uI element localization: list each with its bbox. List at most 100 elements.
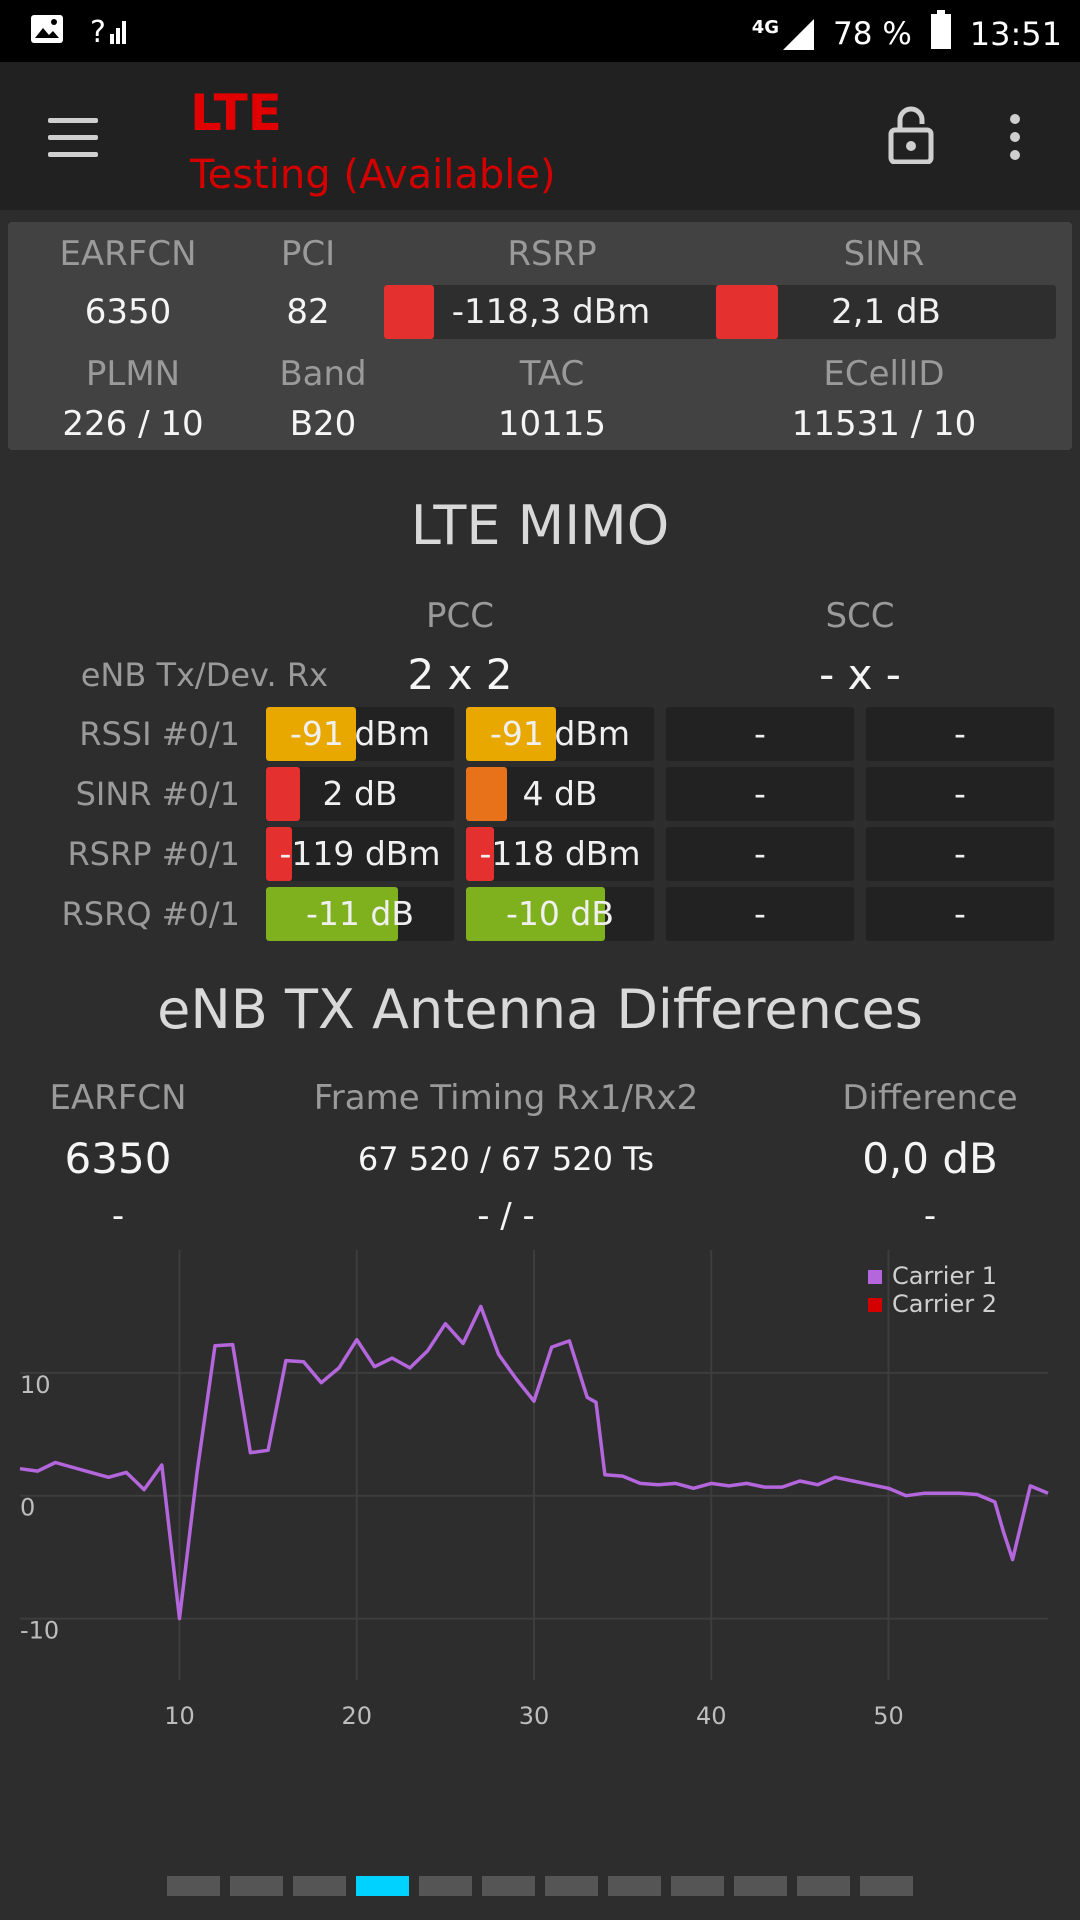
pci-label: PCI: [280, 234, 336, 274]
mimo-level-bar: [466, 767, 507, 821]
band-value: B20: [289, 404, 357, 444]
mimo-level-bar: [266, 827, 292, 881]
page-dot[interactable]: [356, 1876, 409, 1896]
mimo-cell-value: -: [754, 774, 766, 813]
mimo-level-bar: [266, 707, 356, 761]
mimo-cell-value: -: [954, 894, 966, 933]
mimo-row-label: RSSI #0/1: [79, 715, 240, 753]
mimo-cell: 2 dB: [266, 767, 454, 821]
legend-entry: Carrier 2: [892, 1290, 997, 1318]
legend-swatch: [868, 1298, 882, 1312]
more-vert-icon[interactable]: [1010, 114, 1024, 160]
frame-timing-value: 67 520 / 67 520 Ts: [357, 1140, 655, 1178]
mimo-cell: -: [666, 827, 854, 881]
page-dot[interactable]: [419, 1876, 472, 1896]
series-line-1: [19, 1304, 1049, 1621]
difference-value-2: -: [923, 1196, 937, 1236]
mimo-row-label: SINR #0/1: [75, 775, 240, 813]
lock-open-icon[interactable]: [888, 106, 934, 165]
mimo-cell: -119 dBm: [266, 827, 454, 881]
sinr-label: SINR: [843, 234, 925, 274]
mimo-cell: -10 dB: [466, 887, 654, 941]
tac-label: TAC: [519, 354, 585, 394]
page-dot[interactable]: [671, 1876, 724, 1896]
x-tick-label: 40: [696, 1702, 727, 1730]
svg-text:?: ?: [90, 15, 106, 46]
difference-value: 0,0 dB: [862, 1134, 998, 1183]
mimo-cell: -91 dBm: [466, 707, 654, 761]
difference-label: Difference: [842, 1078, 1018, 1118]
mimo-cell-value: -91 dBm: [289, 714, 431, 753]
earfcn-label: EARFCN: [59, 234, 197, 274]
app-bar: LTE Testing (Available): [0, 62, 1080, 210]
scc-label: SCC: [825, 596, 895, 636]
mimo-cell-value: -: [754, 834, 766, 873]
legend-swatch: [868, 1270, 882, 1284]
serving-cell-summary: EARFCN PCI RSRP SINR 6350 82 -118,3 dBm …: [8, 222, 1072, 450]
page-dot[interactable]: [608, 1876, 661, 1896]
y-tick-label: 10: [20, 1371, 51, 1399]
antenna-title: eNB TX Antenna Differences: [157, 978, 923, 1041]
page-dot[interactable]: [545, 1876, 598, 1896]
pci-value: 82: [286, 292, 330, 332]
mimo-cell: 4 dB: [466, 767, 654, 821]
scc-config: - x -: [819, 650, 901, 699]
x-tick-label: 50: [873, 1702, 904, 1730]
page-dot[interactable]: [293, 1876, 346, 1896]
signal-unknown-icon: ?: [90, 12, 132, 54]
clock: 13:51: [969, 15, 1062, 53]
y-tick-label: -10: [20, 1617, 59, 1645]
status-bar: ? 4G 78 % 13:51: [0, 0, 1080, 62]
ecellid-value: 11531 / 10: [791, 404, 977, 444]
mimo-cell-value: -: [754, 714, 766, 753]
page-dot[interactable]: [734, 1876, 787, 1896]
gallery-icon: [30, 14, 64, 52]
rsrp-value: -118,3 dBm: [451, 292, 651, 332]
mimo-cell-value: -10 dB: [506, 894, 614, 933]
x-tick-label: 30: [519, 1702, 550, 1730]
page-dot[interactable]: [482, 1876, 535, 1896]
x-tick-label: 10: [164, 1702, 195, 1730]
app-subtitle: Testing (Available): [190, 152, 556, 198]
plmn-label: PLMN: [85, 354, 181, 394]
mimo-cell: -: [866, 767, 1054, 821]
sinr-level-bar: [716, 285, 778, 339]
mimo-row-label: RSRP #0/1: [67, 835, 240, 873]
rsrp-label: RSRP: [507, 234, 597, 274]
page-dot[interactable]: [167, 1876, 220, 1896]
menu-icon[interactable]: [48, 118, 98, 157]
page-dot[interactable]: [797, 1876, 850, 1896]
network-type: 4G: [751, 17, 780, 38]
y-tick-label: 0: [20, 1494, 35, 1522]
frame-timing-value-2: - / -: [477, 1196, 535, 1236]
mimo-level-bar: [466, 887, 605, 941]
mimo-level-bar: [466, 827, 494, 881]
earfcn-value: 6350: [84, 292, 172, 332]
rsrp-level-bar: [384, 285, 434, 339]
mimo-cell: -: [666, 767, 854, 821]
band-label: Band: [279, 354, 367, 394]
mimo-cell-value: 2 dB: [322, 774, 398, 813]
mimo-title: LTE MIMO: [410, 494, 670, 557]
mimo-cell-value: -91 dBm: [489, 714, 631, 753]
ecellid-label: ECellID: [823, 354, 945, 394]
pcc-config: 2 x 2: [407, 650, 513, 699]
rsrp-meter: -118,3 dBm: [384, 285, 718, 339]
mimo-level-bar: [466, 707, 556, 761]
pcc-label: PCC: [426, 596, 494, 636]
battery-icon: [930, 10, 952, 58]
mimo-level-bar: [266, 767, 300, 821]
page-indicator: [167, 1876, 913, 1896]
mimo-cell: -: [866, 887, 1054, 941]
mimo-cell: -: [666, 887, 854, 941]
antenna-earfcn-value: 6350: [64, 1134, 172, 1183]
plmn-value: 226 / 10: [62, 404, 204, 444]
sinr-value: 2,1 dB: [831, 292, 941, 332]
page-dot[interactable]: [860, 1876, 913, 1896]
mimo-cell-value: -: [954, 834, 966, 873]
mimo-cell: -118 dBm: [466, 827, 654, 881]
mimo-cell-value: -119 dBm: [279, 834, 441, 873]
page-dot[interactable]: [230, 1876, 283, 1896]
legend-entry: Carrier 1: [892, 1262, 997, 1290]
